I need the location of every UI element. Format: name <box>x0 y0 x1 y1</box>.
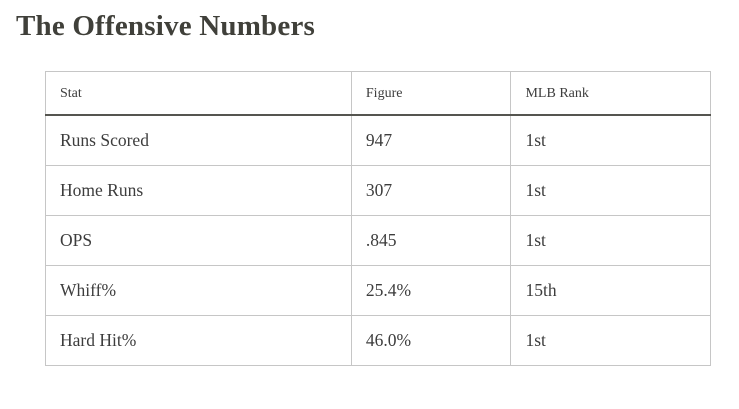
rank-cell: 15th <box>510 265 711 316</box>
stat-cell: Whiff% <box>45 265 352 316</box>
rank-cell: 1st <box>510 165 711 216</box>
column-header-stat: Stat <box>45 71 352 116</box>
figure-cell: 947 <box>350 114 512 166</box>
table-row: OPS .845 1st <box>45 215 711 266</box>
figure-cell: 46.0% <box>350 315 512 366</box>
stat-cell: Runs Scored <box>45 114 352 166</box>
table-header-row: Stat Figure MLB Rank <box>45 71 711 116</box>
rank-cell: 1st <box>510 315 711 366</box>
column-header-mlb-rank: MLB Rank <box>510 71 711 116</box>
rank-cell: 1st <box>510 215 711 266</box>
stat-cell: Home Runs <box>45 165 352 216</box>
table-row: Home Runs 307 1st <box>45 165 711 216</box>
table-row: Whiff% 25.4% 15th <box>45 265 711 316</box>
column-header-figure: Figure <box>350 71 512 116</box>
table-row: Runs Scored 947 1st <box>45 114 711 166</box>
rank-cell: 1st <box>510 114 711 166</box>
table-row: Hard Hit% 46.0% 1st <box>45 315 711 366</box>
figure-cell: 25.4% <box>350 265 512 316</box>
stat-cell: Hard Hit% <box>45 315 352 366</box>
stats-table-container: Stat Figure MLB Rank Runs Scored 947 1st… <box>45 71 711 366</box>
figure-cell: 307 <box>350 165 512 216</box>
stats-table: Stat Figure MLB Rank Runs Scored 947 1st… <box>45 71 711 366</box>
stat-cell: OPS <box>45 215 352 266</box>
page-title: The Offensive Numbers <box>16 10 316 42</box>
figure-cell: .845 <box>350 215 512 266</box>
